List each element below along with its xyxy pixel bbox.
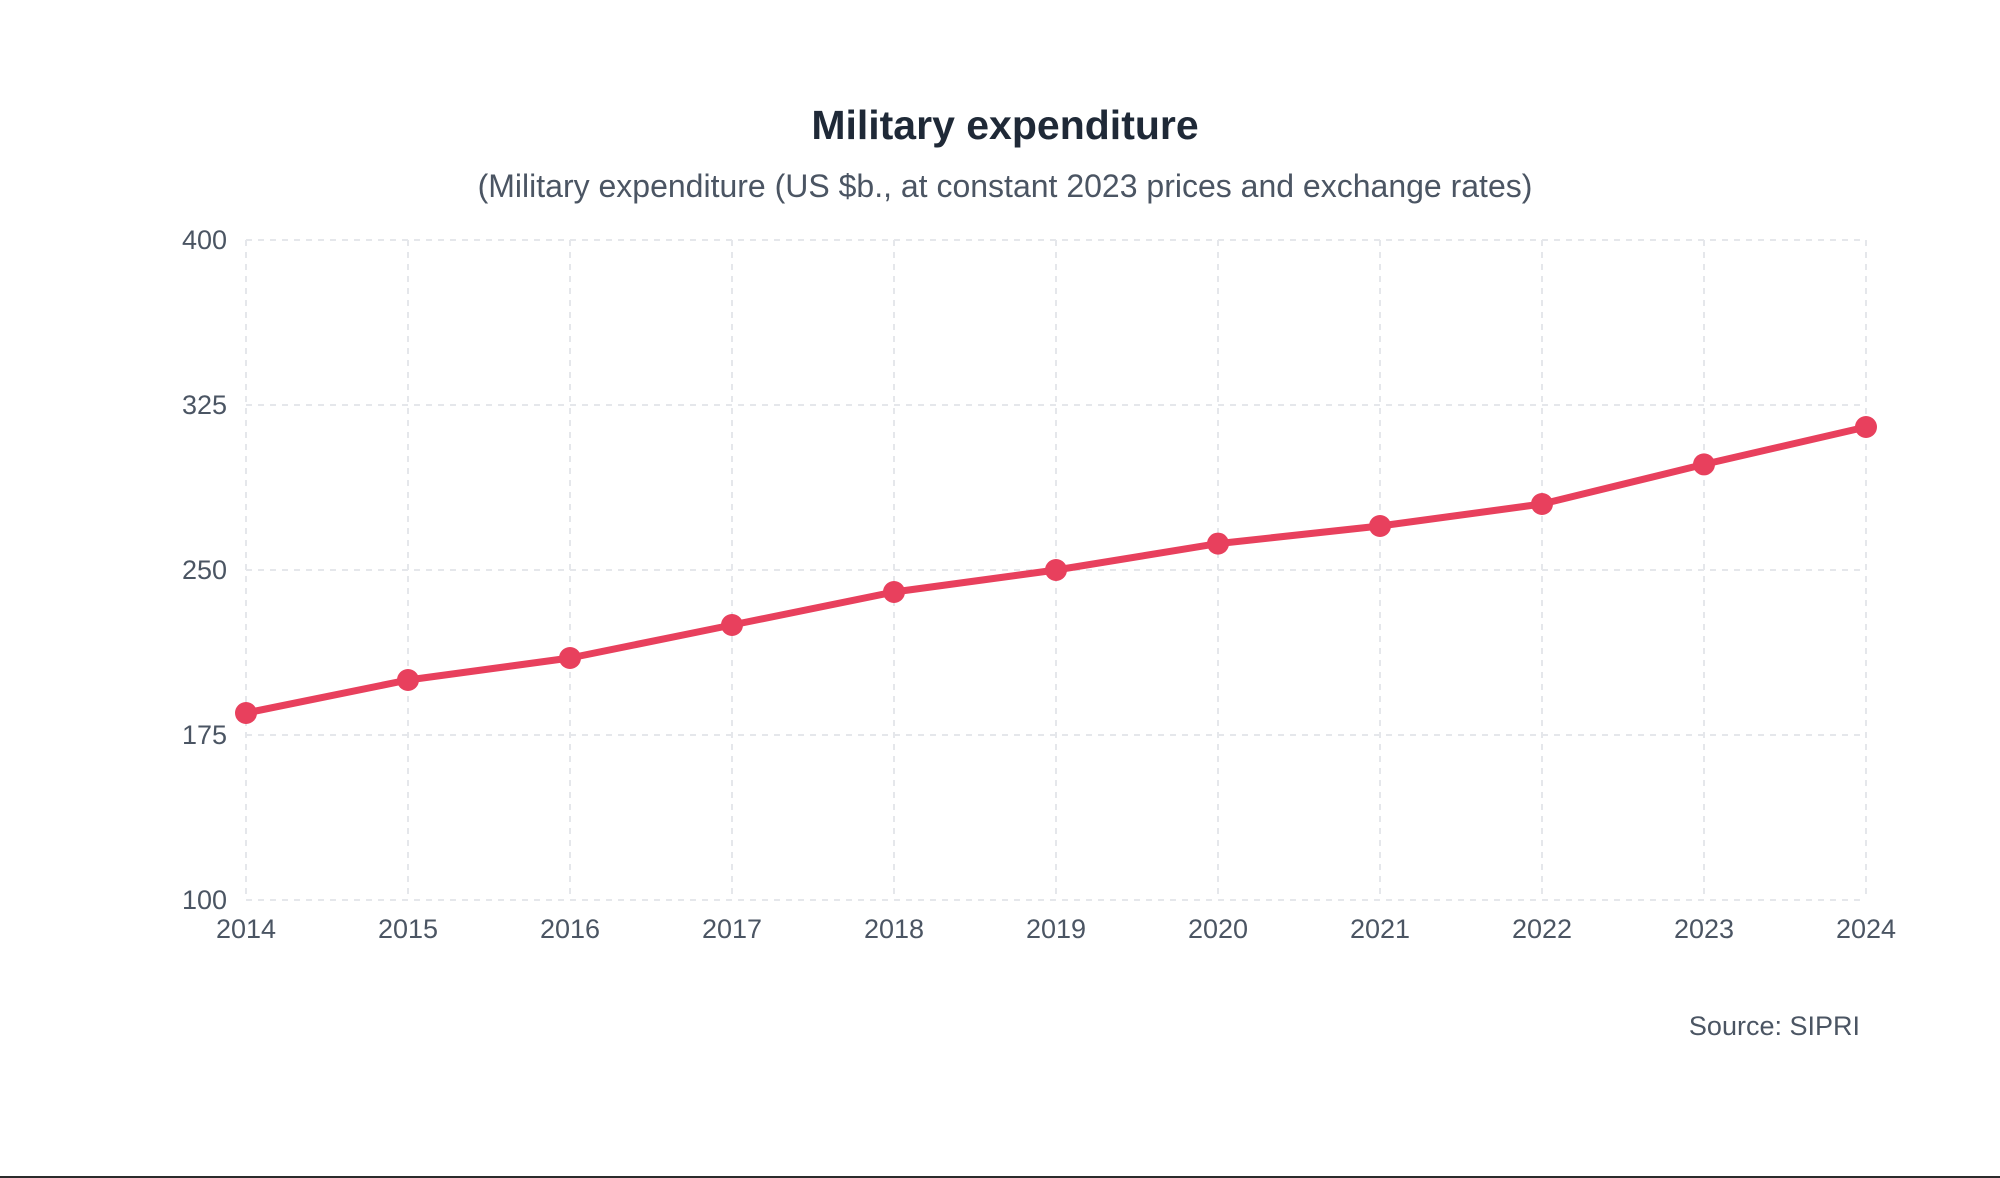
- x-tick-label: 2014: [216, 914, 276, 944]
- x-tick-label: 2019: [1026, 914, 1086, 944]
- y-tick-label: 325: [182, 390, 227, 420]
- source-label: Source: SIPRI: [1689, 1011, 1860, 1041]
- series-layer: [235, 416, 1877, 724]
- chart-title: Military expenditure: [811, 102, 1198, 148]
- chart-subtitle: (Military expenditure (US $b., at consta…: [478, 168, 1533, 204]
- y-axis: 100 175 250 325 400: [182, 225, 227, 915]
- x-tick-label: 2015: [378, 914, 438, 944]
- data-point: [1369, 515, 1391, 537]
- data-point: [721, 614, 743, 636]
- data-point: [397, 669, 419, 691]
- data-point: [1693, 453, 1715, 476]
- y-tick-label: 250: [182, 555, 227, 585]
- data-point: [1045, 559, 1067, 581]
- x-tick-label: 2017: [702, 914, 762, 944]
- x-tick-label: 2024: [1836, 914, 1896, 944]
- y-tick-label: 175: [182, 720, 227, 750]
- x-tick-label: 2021: [1350, 914, 1410, 944]
- data-point: [235, 702, 257, 724]
- x-tick-label: 2022: [1512, 914, 1572, 944]
- data-point: [883, 581, 905, 603]
- x-tick-label: 2016: [540, 914, 600, 944]
- x-tick-label: 2020: [1188, 914, 1248, 944]
- y-tick-label: 400: [182, 225, 227, 255]
- data-point: [1855, 416, 1877, 438]
- x-axis: 2014 2015 2016 2017 2018 2019 2020 2021 2022 2023…: [216, 914, 1896, 944]
- grid: [245, 239, 1867, 901]
- data-point: [1531, 493, 1553, 515]
- x-tick-label: 2023: [1674, 914, 1734, 944]
- data-point: [1207, 532, 1229, 555]
- y-tick-label: 100: [182, 885, 227, 915]
- x-tick-label: 2018: [864, 914, 924, 944]
- data-point: [559, 647, 581, 669]
- bottom-border: [0, 1176, 2000, 1178]
